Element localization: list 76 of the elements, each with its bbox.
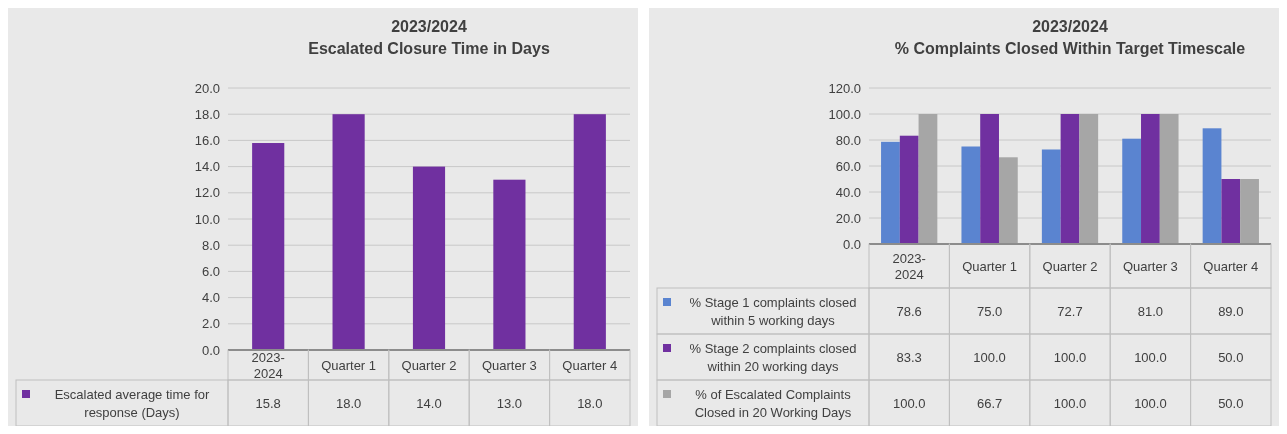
data-label: 75.0 xyxy=(976,303,1003,319)
chart-title: 2023/2024 xyxy=(1032,18,1108,35)
legend-label: % Stage 2 complaints closed within 20 working days xyxy=(689,340,857,374)
bar xyxy=(881,141,900,244)
x-tick-label: Quarter 4 xyxy=(1203,258,1259,274)
chart-subtitle: Escalated Closure Time in Days xyxy=(308,40,550,57)
data-label: 72.7 xyxy=(1057,303,1083,319)
bar xyxy=(332,114,365,350)
data-label: 81.0 xyxy=(1137,303,1164,319)
x-tick-label: Quarter 2 xyxy=(401,357,457,373)
bar xyxy=(1041,149,1061,244)
bar xyxy=(998,157,1018,244)
y-tick-label: 0.0 xyxy=(842,236,861,252)
data-label: 15.8 xyxy=(255,395,281,411)
data-label: 100.0 xyxy=(1134,395,1167,411)
x-tick-label: Quarter 1 xyxy=(962,258,1018,274)
data-label: 78.6 xyxy=(896,303,922,319)
y-tick-label: 18.0 xyxy=(194,106,220,122)
data-label: 100.0 xyxy=(892,395,926,411)
bar xyxy=(1141,114,1160,244)
x-tick-label: Quarter 2 xyxy=(1042,258,1098,274)
y-tick-label: 20.0 xyxy=(835,210,861,226)
data-label: 50.0 xyxy=(1218,395,1244,411)
y-tick-label: 120.0 xyxy=(828,80,861,96)
data-label: 100.0 xyxy=(1134,349,1167,365)
bar xyxy=(1240,179,1259,244)
x-tick-label: Quarter 3 xyxy=(1122,258,1178,274)
y-tick-label: 6.0 xyxy=(201,263,220,279)
x-tick-label: Quarter 3 xyxy=(481,357,537,373)
legend-label: % Stage 1 complaints closed within 5 working days xyxy=(689,294,857,328)
data-label: 13.0 xyxy=(496,395,523,411)
y-tick-label: 10.0 xyxy=(194,211,220,227)
x-tick-label: 2023-2024 xyxy=(892,250,926,282)
y-tick-label: 14.0 xyxy=(194,159,220,175)
data-label: 18.0 xyxy=(335,395,362,411)
y-tick-label: 0.0 xyxy=(201,342,220,358)
bar xyxy=(252,143,285,350)
data-label: 83.3 xyxy=(896,349,922,365)
y-tick-label: 100.0 xyxy=(828,106,861,122)
bar xyxy=(1202,128,1222,244)
data-label: 100.0 xyxy=(1053,395,1087,411)
x-tick-label: Quarter 4 xyxy=(562,357,618,373)
data-label: 66.7 xyxy=(976,395,1003,411)
y-tick-label: 16.0 xyxy=(194,132,220,148)
data-label: 18.0 xyxy=(577,395,603,411)
chart-subtitle: % Complaints Closed Within Target Timescale xyxy=(894,40,1246,57)
data-label: 89.0 xyxy=(1218,303,1244,319)
y-tick-label: 20.0 xyxy=(194,80,220,96)
legend-label: % of Escalated Complaints Closed in 20 Working Days xyxy=(694,386,852,420)
bar xyxy=(961,146,981,244)
bar xyxy=(1159,114,1179,244)
data-label: 100.0 xyxy=(1053,349,1087,365)
bar xyxy=(573,114,606,350)
y-tick-label: 40.0 xyxy=(835,184,861,200)
bar xyxy=(1079,114,1099,244)
bar xyxy=(1122,138,1142,244)
y-tick-label: 12.0 xyxy=(194,185,220,201)
y-tick-label: 2.0 xyxy=(201,316,220,332)
data-label: 100.0 xyxy=(973,349,1006,365)
data-label: 50.0 xyxy=(1218,349,1244,365)
chart-title: 2023/2024 xyxy=(391,18,467,35)
bar xyxy=(493,179,526,350)
y-tick-label: 8.0 xyxy=(201,237,220,253)
bar xyxy=(918,114,938,244)
bar xyxy=(1060,114,1080,244)
x-tick-label: Quarter 1 xyxy=(321,357,377,373)
y-tick-label: 4.0 xyxy=(201,290,220,306)
legend-label: Escalated average time for response (Days) xyxy=(54,386,210,420)
bar xyxy=(1221,179,1241,244)
y-tick-label: 80.0 xyxy=(835,132,861,148)
bar xyxy=(980,114,999,244)
y-tick-label: 60.0 xyxy=(835,158,861,174)
data-label: 14.0 xyxy=(416,395,442,411)
bar xyxy=(412,166,446,350)
bar xyxy=(899,135,919,244)
x-tick-label: 2023-2024 xyxy=(251,349,285,381)
